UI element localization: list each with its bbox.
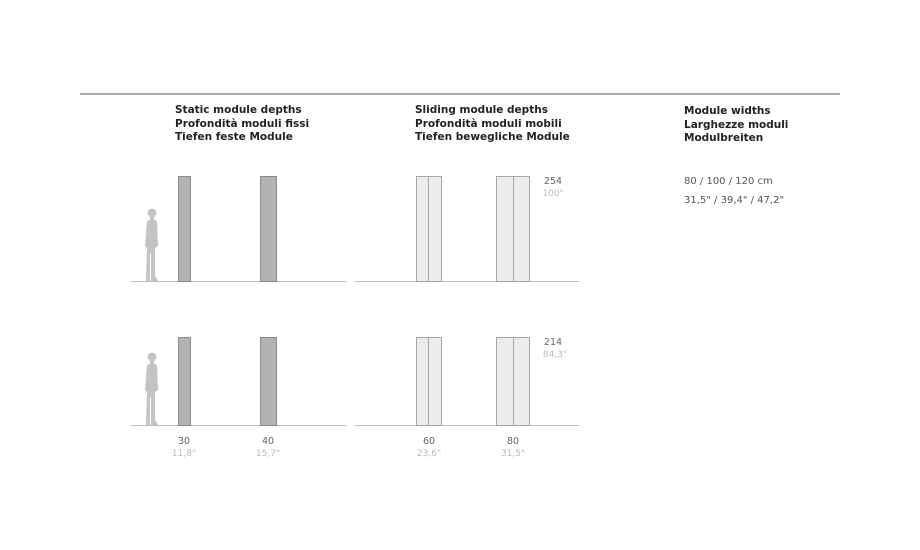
depth-cm: 30: [178, 436, 190, 447]
depth-cm: 40: [262, 436, 274, 447]
height-cm: 214: [544, 337, 562, 348]
heading: Static module depths: [175, 104, 302, 116]
heading: Modulbreiten: [684, 132, 763, 144]
heading: Sliding module depths: [415, 104, 548, 116]
widths-inch: 31,5" / 39,4" / 47,2": [684, 195, 784, 206]
heading: Larghezze moduli: [684, 119, 788, 131]
depth-inch: 15,7": [256, 449, 280, 459]
depth-inch: 23,6": [417, 449, 441, 459]
heading: Tiefen bewegliche Module: [415, 131, 570, 143]
height-inch: 100": [542, 189, 563, 199]
depth-cm: 60: [423, 436, 435, 447]
person: [145, 208, 158, 281]
depth-cm: 80: [507, 436, 519, 447]
heading: Module widths: [684, 105, 771, 117]
fixed-module: [260, 176, 277, 282]
depth-inch: 31,5": [501, 449, 525, 459]
fixed-module: [178, 176, 191, 282]
depth-inch: 11,8": [172, 449, 196, 459]
widths-cm: 80 / 100 / 120 cm: [684, 176, 773, 187]
heading: Profondità moduli mobili: [415, 118, 562, 130]
height-inch: 84,3": [543, 350, 567, 360]
heading: Profondità moduli fissi: [175, 118, 309, 130]
heading: Tiefen feste Module: [175, 131, 293, 143]
person: [145, 352, 158, 425]
fixed-module: [178, 337, 191, 426]
height-cm: 254: [544, 176, 562, 187]
fixed-module: [260, 337, 277, 426]
